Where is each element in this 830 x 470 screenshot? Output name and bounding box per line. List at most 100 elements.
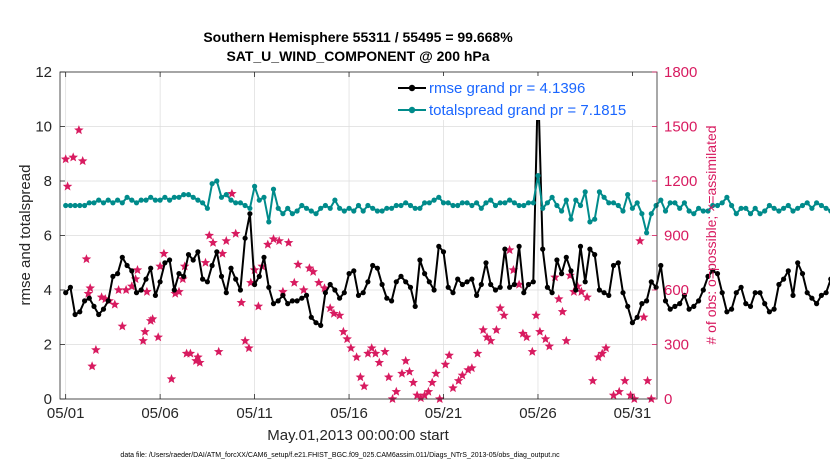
rmse-point xyxy=(77,309,83,315)
obs-count-star xyxy=(304,263,315,273)
obs-count-star xyxy=(85,283,95,293)
totalspread-point xyxy=(327,205,333,211)
totalspread-point xyxy=(686,208,692,214)
obs-count-star xyxy=(416,393,426,403)
obs-count-star xyxy=(221,235,231,245)
totalspread-point xyxy=(152,197,158,203)
totalspread-point xyxy=(299,202,305,209)
totalspread-point xyxy=(540,205,546,211)
x-tick-label: 05/16 xyxy=(330,405,368,422)
rmse-point xyxy=(275,298,281,304)
right-y-tick-label: 300 xyxy=(664,337,689,354)
rmse-point xyxy=(582,279,588,285)
rmse-point xyxy=(129,268,135,274)
right-y-tick-labels: 0 300 600 900 1200 1500 1800 xyxy=(664,64,697,408)
obs-count-star xyxy=(334,310,345,320)
rmse-point xyxy=(422,271,428,277)
rmse-point xyxy=(185,252,192,258)
totalspread-point xyxy=(360,208,366,214)
totalspread-point xyxy=(577,202,584,209)
right-y-tick-label: 0 xyxy=(664,391,672,408)
obs-count-star xyxy=(268,234,279,244)
obs-count-star xyxy=(625,390,636,400)
obs-count-star xyxy=(521,332,532,342)
obs-count-star xyxy=(193,352,203,362)
rmse-point xyxy=(393,279,399,285)
obs-count-star xyxy=(153,332,163,342)
totalspread-point xyxy=(549,194,555,200)
rmse-point xyxy=(214,249,220,255)
obs-count-star xyxy=(614,386,624,396)
obs-count-star xyxy=(159,248,169,258)
right-y-axis-label: # of obs: o=possible; ×=assimilated xyxy=(703,125,719,344)
rmse-point xyxy=(629,320,636,326)
totalspread-point xyxy=(190,194,196,200)
totalspread-point xyxy=(691,211,697,217)
totalspread-point xyxy=(696,205,702,211)
totalspread-point xyxy=(270,186,277,192)
obs-count-star xyxy=(639,312,649,322)
rmse-point xyxy=(242,235,248,241)
totalspread-point xyxy=(795,205,801,211)
rmse-point xyxy=(634,314,640,320)
obs-count-star xyxy=(588,375,598,385)
totalspread-point xyxy=(544,200,551,206)
totalspread-point xyxy=(648,211,654,217)
totalspread-point xyxy=(634,200,640,206)
obs-count-star xyxy=(68,152,78,162)
obs-count-star xyxy=(253,301,264,311)
rmse-point xyxy=(445,284,451,290)
rmse-point xyxy=(355,292,362,298)
rmse-point xyxy=(747,303,754,309)
totalspread-point xyxy=(502,200,508,206)
totalspread-point xyxy=(440,200,447,206)
totalspread-point xyxy=(568,216,574,222)
obs-count-star xyxy=(444,350,454,360)
rmse-point xyxy=(592,252,598,258)
totalspread-point xyxy=(303,205,310,211)
rmse-point xyxy=(738,284,744,290)
totalspread-point xyxy=(738,205,744,211)
obs-count-star xyxy=(87,361,97,371)
obs-count-star xyxy=(200,257,211,267)
rmse-point xyxy=(625,303,631,309)
totalspread-point xyxy=(100,200,107,206)
rmse-point xyxy=(167,257,173,263)
totalspread-point xyxy=(653,202,659,209)
rmse-point xyxy=(91,303,97,309)
totalspread-point xyxy=(115,197,121,203)
obs-count-star xyxy=(401,355,411,365)
rmse-point xyxy=(710,268,716,274)
y-tick-label: 6 xyxy=(44,228,52,245)
rmse-point xyxy=(431,287,437,293)
obs-count-star xyxy=(346,343,356,353)
obs-count-star xyxy=(83,288,94,298)
totalspread-point xyxy=(710,202,716,209)
rmse-point xyxy=(809,295,815,301)
totalspread-point xyxy=(431,197,437,203)
rmse-point xyxy=(530,279,536,285)
obs-count-star xyxy=(179,261,190,271)
rmse-point xyxy=(729,306,735,312)
totalspread-point xyxy=(426,200,432,206)
rmse-point xyxy=(662,298,669,304)
totalspread-point xyxy=(587,219,593,225)
rmse-point xyxy=(606,292,612,298)
obs-count-star xyxy=(535,326,545,336)
totalspread-point xyxy=(313,211,319,217)
rmse-point xyxy=(417,257,423,263)
totalspread-point xyxy=(469,202,475,209)
totalspread-point xyxy=(417,205,423,211)
rmse-point xyxy=(152,292,158,298)
totalspread-point xyxy=(289,211,295,217)
rmse-point xyxy=(384,295,390,301)
y-tick-label: 2 xyxy=(44,337,52,354)
rmse-point xyxy=(667,306,673,312)
rmse-point xyxy=(724,309,730,315)
rmse-point xyxy=(455,276,461,282)
obs-count-star xyxy=(601,343,611,353)
obs-count-star xyxy=(77,156,88,166)
obs-count-star xyxy=(185,348,196,358)
rmse-point xyxy=(72,311,78,318)
totalspread-point xyxy=(776,208,782,214)
